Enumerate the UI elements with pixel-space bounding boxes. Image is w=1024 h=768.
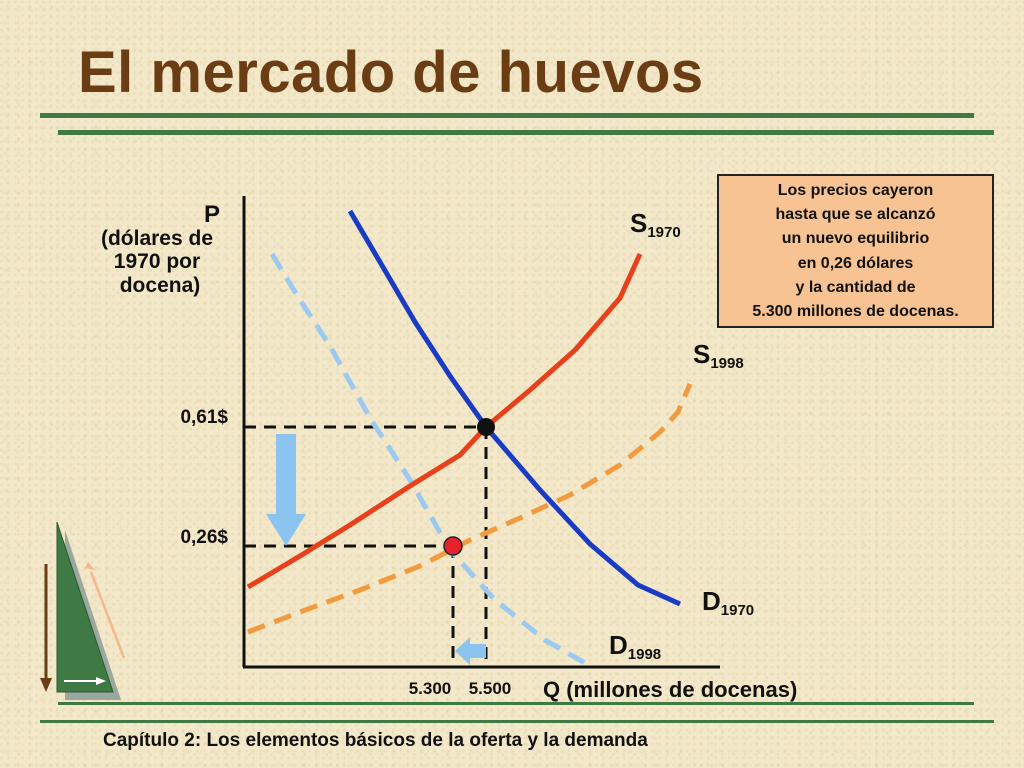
y-axis-symbol: P bbox=[204, 201, 220, 228]
supply-1970-curve bbox=[246, 252, 643, 590]
x-axis-label: Q (millones de docenas) bbox=[543, 677, 797, 702]
footer-rule-bottom bbox=[40, 720, 994, 723]
equilibrium-1970-point bbox=[477, 418, 495, 436]
triangle-diagonal-arrow-shaft bbox=[89, 571, 126, 659]
supply-1998-curve bbox=[247, 383, 693, 635]
callout-line-6: 5.300 millones de docenas. bbox=[752, 303, 959, 321]
footer-rule-top bbox=[58, 702, 974, 705]
price-tick-026: 0,26$ bbox=[180, 527, 228, 548]
quantity-shift-arrow-shape bbox=[455, 637, 486, 665]
price-drop-arrow-shaft bbox=[276, 434, 296, 518]
slide-footer: Capítulo 2: Los elementos básicos de la … bbox=[103, 730, 648, 751]
price-tick-061: 0,61$ bbox=[180, 407, 228, 428]
title-rule-top bbox=[40, 113, 974, 118]
callout-line-4: en 0,26 dólares bbox=[797, 254, 914, 272]
slide-title: El mercado de huevos bbox=[78, 40, 704, 105]
y-axis-description-line-3: docena) bbox=[120, 274, 201, 297]
demand-1998-label: D1998 bbox=[609, 630, 661, 663]
triangle-decoration bbox=[40, 521, 126, 700]
supply-1998-label: S1998 bbox=[693, 339, 744, 372]
callout-line-1: Los precios cayeron bbox=[777, 182, 934, 199]
explanation-callout: Los precios cayeron hasta que se alcanzó… bbox=[717, 174, 994, 328]
demand-1998-curve bbox=[269, 252, 587, 666]
callout-line-2: hasta que se alcanzó bbox=[775, 206, 936, 224]
demand-1970-label: D1970 bbox=[702, 586, 754, 619]
callout-line-5: y la cantidad de bbox=[795, 278, 916, 296]
y-axis-description-line-2: 1970 por bbox=[114, 250, 200, 273]
title-rule-bottom bbox=[58, 130, 994, 135]
price-drop-arrow-head bbox=[266, 514, 306, 546]
triangle-right-arrow-head bbox=[96, 677, 106, 685]
y-axis-description-line-1: (dólares de bbox=[101, 227, 213, 250]
triangle-down-arrow-head bbox=[40, 678, 52, 692]
equilibrium-1998-point bbox=[443, 536, 463, 556]
quantity-shift-arrow bbox=[455, 637, 486, 665]
triangle-shape bbox=[56, 521, 114, 693]
quantity-tick-5500: 5.500 bbox=[469, 679, 512, 698]
price-drop-arrow bbox=[266, 434, 306, 546]
quantity-tick-5300: 5.300 bbox=[409, 679, 452, 698]
callout-line-3: un nuevo equilibrio bbox=[781, 230, 930, 248]
supply-1970-label: S1970 bbox=[630, 208, 681, 241]
triangle-diagonal-arrow-head bbox=[85, 562, 95, 570]
